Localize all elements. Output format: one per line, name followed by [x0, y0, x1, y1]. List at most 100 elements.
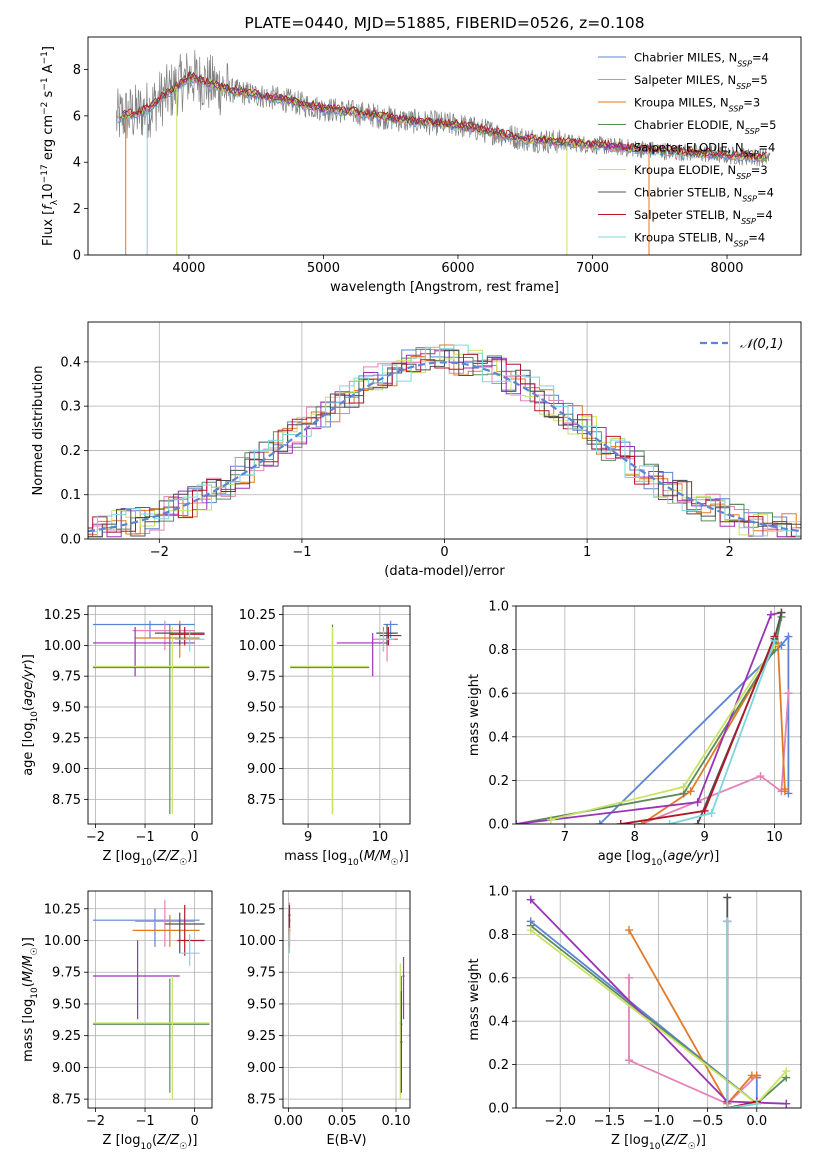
label-part: ☉	[391, 858, 399, 868]
label-part: f	[41, 203, 56, 210]
label-part: SSP	[736, 172, 751, 181]
y-tick-label: 0.4	[488, 730, 509, 745]
x-tick-label: 8000	[710, 261, 743, 276]
x-tick-label: 1	[583, 545, 591, 560]
label-part: Chabrier MILES, N	[634, 51, 737, 65]
label-part: =4	[756, 208, 773, 222]
weight-marker-c6	[546, 815, 555, 824]
y-tick-label: 9.25	[52, 1029, 81, 1044]
y-tick-label: 0.4	[488, 1015, 509, 1030]
x-tick-label: −1	[135, 1114, 154, 1129]
label-part: =3	[743, 96, 760, 110]
weight-marker-c3	[780, 785, 789, 794]
label-part: 10	[30, 987, 40, 999]
label-part: )]	[187, 1133, 197, 1148]
label-part: ☉	[688, 1142, 696, 1152]
y-tick-label: 9.50	[52, 997, 81, 1012]
weight-line-c2	[628, 977, 758, 1105]
label-part: M/M	[21, 955, 36, 982]
x-tick-label: 7000	[576, 261, 609, 276]
axes-frame	[87, 36, 802, 256]
label-part: Z/Z	[156, 1133, 180, 1148]
label-part: 10	[649, 1142, 661, 1152]
x-axis-label: E(B-V)	[326, 1133, 366, 1148]
label-part: SSP	[742, 194, 757, 203]
y-tick-label: 9.00	[247, 1061, 276, 1076]
label-part: SSP	[741, 217, 756, 226]
label-part: λ	[50, 199, 60, 205]
y-tick-label: 10.00	[239, 639, 276, 654]
y-tick-label: 8.75	[52, 1093, 81, 1108]
label-part: =5	[760, 118, 777, 132]
panel-mass_vs_z: −2 −1 0 8.75 9.00 9.25 9.50 9.75 10.00 10.25 Z [lo…	[21, 890, 213, 1152]
x-tick-label: 10	[372, 830, 389, 845]
histogram-c9	[88, 344, 801, 538]
axes-frame	[282, 605, 411, 825]
label-part: )]	[21, 654, 36, 664]
x-tick-label: 0.05	[328, 1114, 357, 1129]
label-part: =4	[758, 141, 775, 155]
y-tick-label: 9.00	[52, 762, 81, 777]
label-part: =4	[752, 51, 769, 65]
weight-marker-c6	[679, 782, 688, 791]
label-part: (	[359, 849, 364, 864]
x-tick-label: −2	[86, 830, 105, 845]
y-tick-label: 0.4	[60, 355, 81, 370]
label-part: Z [log	[611, 1133, 649, 1148]
x-axis-label: Z [log10(Z/Z☉)]	[103, 849, 198, 868]
label-part: ☉	[30, 947, 40, 955]
label-part: age [log	[21, 723, 36, 776]
y-tick-label: 9.00	[247, 762, 276, 777]
y-axis-label: mass [log10(M/M☉)]	[21, 937, 40, 1062]
label-part: erg cm	[41, 115, 56, 164]
y-tick-label: 9.75	[247, 670, 276, 685]
label-part: )]	[709, 849, 719, 864]
label-part: ☉	[179, 1142, 187, 1152]
y-tick-label: 8.75	[247, 1093, 276, 1108]
y-tick-label: 0.6	[488, 687, 509, 702]
label-part: A	[41, 64, 56, 77]
model-spectrum-c6	[120, 72, 768, 161]
label-part: SSP	[736, 82, 751, 91]
weight-marker-c8	[616, 820, 625, 824]
label-part: )]	[187, 849, 197, 864]
label-part: SSP	[737, 59, 752, 68]
weight-marker-c5	[782, 1099, 791, 1108]
legend-label: Kroupa MILES, NSSP=3	[634, 96, 760, 114]
label-part: Flux [	[41, 210, 56, 246]
label-part: )]	[21, 937, 36, 947]
x-tick-label: −2	[150, 545, 169, 560]
weight-marker-c5	[693, 798, 702, 807]
panel-residuals: −2 −1 0 1 2 0.0 0.1 0.2 0.3 0.4 (data-model)/error…	[31, 321, 802, 579]
label-part: 10	[140, 1142, 152, 1152]
y-tick-label: 1.0	[488, 600, 509, 615]
plot-area-age_vs_z	[92, 620, 210, 815]
panel-spectrum: 4000 5000 6000 7000 8000 0 2 4 6 8 PLATE=0440, MJD…	[40, 14, 802, 295]
label-part: age/yr	[667, 849, 710, 864]
label-part: −17	[40, 164, 50, 183]
plot-area-spectrum	[115, 50, 771, 255]
legend-label: Salpeter MILES, NSSP=5	[634, 73, 768, 91]
y-tick-label: 0.0	[488, 1102, 509, 1117]
x-tick-label: −1	[292, 545, 311, 560]
y-tick-label: 9.50	[247, 700, 276, 715]
x-tick-label: 10	[766, 830, 783, 845]
y-axis-label: mass weight	[467, 958, 482, 1040]
y-tick-label: 9.75	[52, 966, 81, 981]
label-part: Chabrier ELODIE, N	[634, 118, 745, 132]
axes-frame	[87, 890, 213, 1109]
weight-marker-c8	[700, 806, 709, 815]
weight-marker-c5	[766, 610, 775, 619]
weight-marker-c1	[784, 632, 793, 641]
legend-label: Salpeter ELODIE, NSSP=4	[634, 141, 775, 159]
legend-label: Chabrier MILES, NSSP=4	[634, 51, 769, 69]
y-tick-label: 9.75	[52, 670, 81, 685]
x-tick-label: 0.10	[382, 1114, 411, 1129]
x-axis-label: Z [log10(Z/Z☉)]	[611, 1133, 706, 1152]
label-part: (	[21, 982, 36, 987]
weight-marker-c2	[625, 1056, 634, 1065]
x-tick-label: −0.5	[692, 1114, 724, 1129]
y-tick-label: 2	[73, 202, 81, 217]
